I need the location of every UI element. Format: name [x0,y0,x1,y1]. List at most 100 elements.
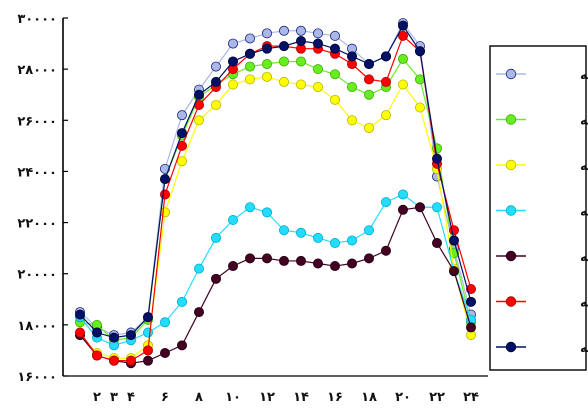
data-point [448,235,459,246]
x-tick-label: ۱۸ [361,390,377,405]
legend-marker [505,296,517,307]
data-point [261,253,272,264]
series-1 [75,53,476,346]
data-point [261,207,272,218]
y-tick-label: ۲۲۰۰۰ [17,217,57,232]
data-point [75,327,86,338]
data-point [397,20,408,31]
legend-label: دوشنبه [580,114,588,129]
legend-label: یکشنبه [580,250,588,265]
x-tick-label: ۱۰ [225,390,241,405]
data-point [227,56,238,67]
data-point [312,38,323,49]
legend-marker [505,250,517,262]
x-tick-label: ۱۲ [259,390,275,405]
data-point [380,51,391,62]
x-tick-label: ۳ [110,390,118,405]
legend-item: شنبه [496,205,588,220]
data-point [346,235,357,246]
data-point [414,46,425,57]
legend-label: سه شنبه [580,341,588,356]
y-tick-label: ۱۸۰۰۰ [17,319,57,334]
legend-item: سه شنبه [496,341,588,356]
data-point [346,115,357,126]
data-point [159,347,170,358]
data-point [261,43,272,54]
data-point [295,56,306,67]
x-tick-label: ۱۴ [293,390,309,405]
y-ticks: ۱۶۰۰۰ ۱۸۰۰۰ ۲۰۰۰۰ ۲۲۰۰۰ ۲۴۰۰۰ ۲۶۰۰۰ ۲۸۰۰۰ ۳۰۰۰۰ [17,12,68,385]
data-point [431,238,442,249]
data-point [159,174,170,185]
data-point [363,253,374,264]
data-point [210,76,221,87]
series-line [79,76,472,359]
data-point [363,225,374,236]
data-point [210,273,221,284]
x-tick-label: ۲۴ [463,390,479,405]
data-point [261,59,272,70]
legend-item: پنج شنبه [496,159,588,174]
legend-marker [505,159,517,171]
data-point [380,76,391,87]
data-point [465,296,476,307]
x-tick-label: ۲۰ [395,390,411,405]
x-ticks: ۲ ۳ ۴ ۶ ۸ ۱۰ ۱۲ ۱۴ ۱۶ ۱۸ ۲۰ ۲۲ ۲۴ [93,390,479,405]
y-tick-label: ۲۸۰۰۰ [17,63,57,78]
legend-items: جمعه دوشنبه پنج شنبه شنبه یکشنبه چهارشنبه سه ش… [496,68,588,356]
series-line [79,24,472,339]
data-point [397,204,408,215]
data-point [397,189,408,200]
data-point [448,266,459,277]
series-line [79,193,472,346]
y-tick-label: ۲۰۰۰۰ [17,268,57,283]
data-point [278,41,289,52]
data-point [227,79,238,90]
data-point [312,232,323,243]
data-point [397,30,408,41]
data-point [329,261,340,272]
data-point [465,322,476,333]
legend-label: شنبه [580,205,588,220]
data-point [142,355,153,366]
data-point [92,327,103,338]
data-point [431,153,442,164]
y-tick-label: ۲۴۰۰۰ [17,165,57,180]
data-point [210,232,221,243]
y-axis: ۱۶۰۰۰ ۱۸۰۰۰ ۲۰۰۰۰ ۲۲۰۰۰ ۲۴۰۰۰ ۲۶۰۰۰ ۲۸۰۰۰ ۳۰۰۰۰ [17,12,68,385]
data-point [295,25,306,36]
series-line [79,34,472,362]
data-point [193,115,204,126]
x-tick-label: ۲۲ [429,390,445,405]
data-point [295,79,306,90]
data-point [126,330,137,341]
data-point [244,202,255,213]
data-point [329,238,340,249]
data-point [295,36,306,47]
data-point [244,74,255,85]
data-point [380,197,391,208]
data-point [414,202,425,213]
data-point [92,350,103,361]
data-point [363,59,374,70]
data-point [329,69,340,80]
data-point [329,30,340,41]
data-point [397,53,408,64]
data-point [261,28,272,39]
data-point [431,202,442,213]
data-point [329,94,340,105]
data-point [227,38,238,49]
data-point [278,255,289,266]
x-axis: ۲ ۳ ۴ ۶ ۸ ۱۰ ۱۲ ۱۴ ۱۶ ۱۸ ۲۰ ۲۲ ۲۴ [63,375,488,405]
x-tick-label: ۶ [161,390,169,405]
y-tick-label: ۳۰۰۰۰ [17,12,57,27]
legend-item: یکشنبه [496,250,588,265]
data-point [244,48,255,59]
legend-marker [505,114,517,125]
legend: جمعه دوشنبه پنج شنبه شنبه یکشنبه چهارشنبه سه ش… [489,45,588,371]
data-point [414,102,425,113]
data-point [278,225,289,236]
series-line [79,206,472,364]
series-line [79,57,472,341]
